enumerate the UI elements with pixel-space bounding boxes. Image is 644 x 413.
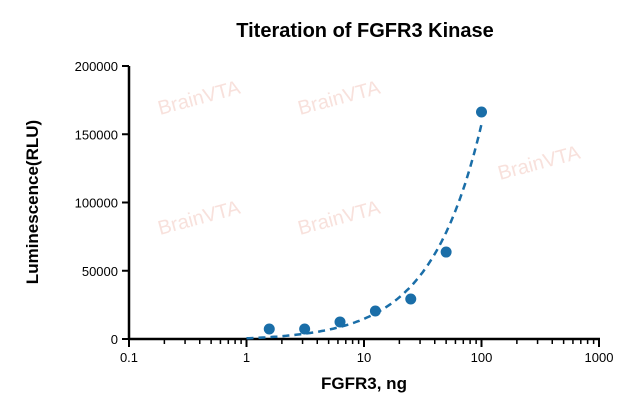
fit-curve <box>246 123 483 340</box>
chart-title: Titeration of FGFR3 Kinase <box>236 20 493 42</box>
y-tick-label: 0 <box>111 332 118 347</box>
axes: 0.1 1 10 100 1000 0 50000 100000 150000 200000 <box>75 59 614 365</box>
data-point <box>369 305 381 317</box>
y-axis-label: Luminescence(RLU) <box>23 120 42 284</box>
x-axis-label: FGFR3, ng <box>321 374 407 393</box>
data-point <box>405 293 417 305</box>
x-tick-label: 0.1 <box>120 350 138 365</box>
data-point <box>440 246 452 258</box>
watermark: BrainVTA <box>296 197 384 240</box>
data-point <box>263 323 275 335</box>
data-point <box>476 106 487 118</box>
y-tick-label: 150000 <box>75 127 118 142</box>
watermark: BrainVTA <box>156 197 244 240</box>
y-tick-label: 100000 <box>75 196 118 211</box>
data-point <box>299 323 311 335</box>
x-tick-label: 10 <box>357 350 371 365</box>
watermark: BrainVTA <box>296 77 384 120</box>
data-point <box>334 316 346 328</box>
x-tick-label: 1000 <box>585 350 614 365</box>
watermark: BrainVTA <box>156 77 244 120</box>
y-tick-label: 200000 <box>75 59 118 74</box>
data-points <box>263 106 487 335</box>
x-tick-label: 1 <box>243 350 250 365</box>
x-tick-label: 100 <box>471 350 493 365</box>
y-tick-label: 50000 <box>82 264 118 279</box>
watermarks: BrainVTA BrainVTA BrainVTA BrainVTA BrainVTA <box>156 77 584 240</box>
watermark: BrainVTA <box>496 142 584 185</box>
